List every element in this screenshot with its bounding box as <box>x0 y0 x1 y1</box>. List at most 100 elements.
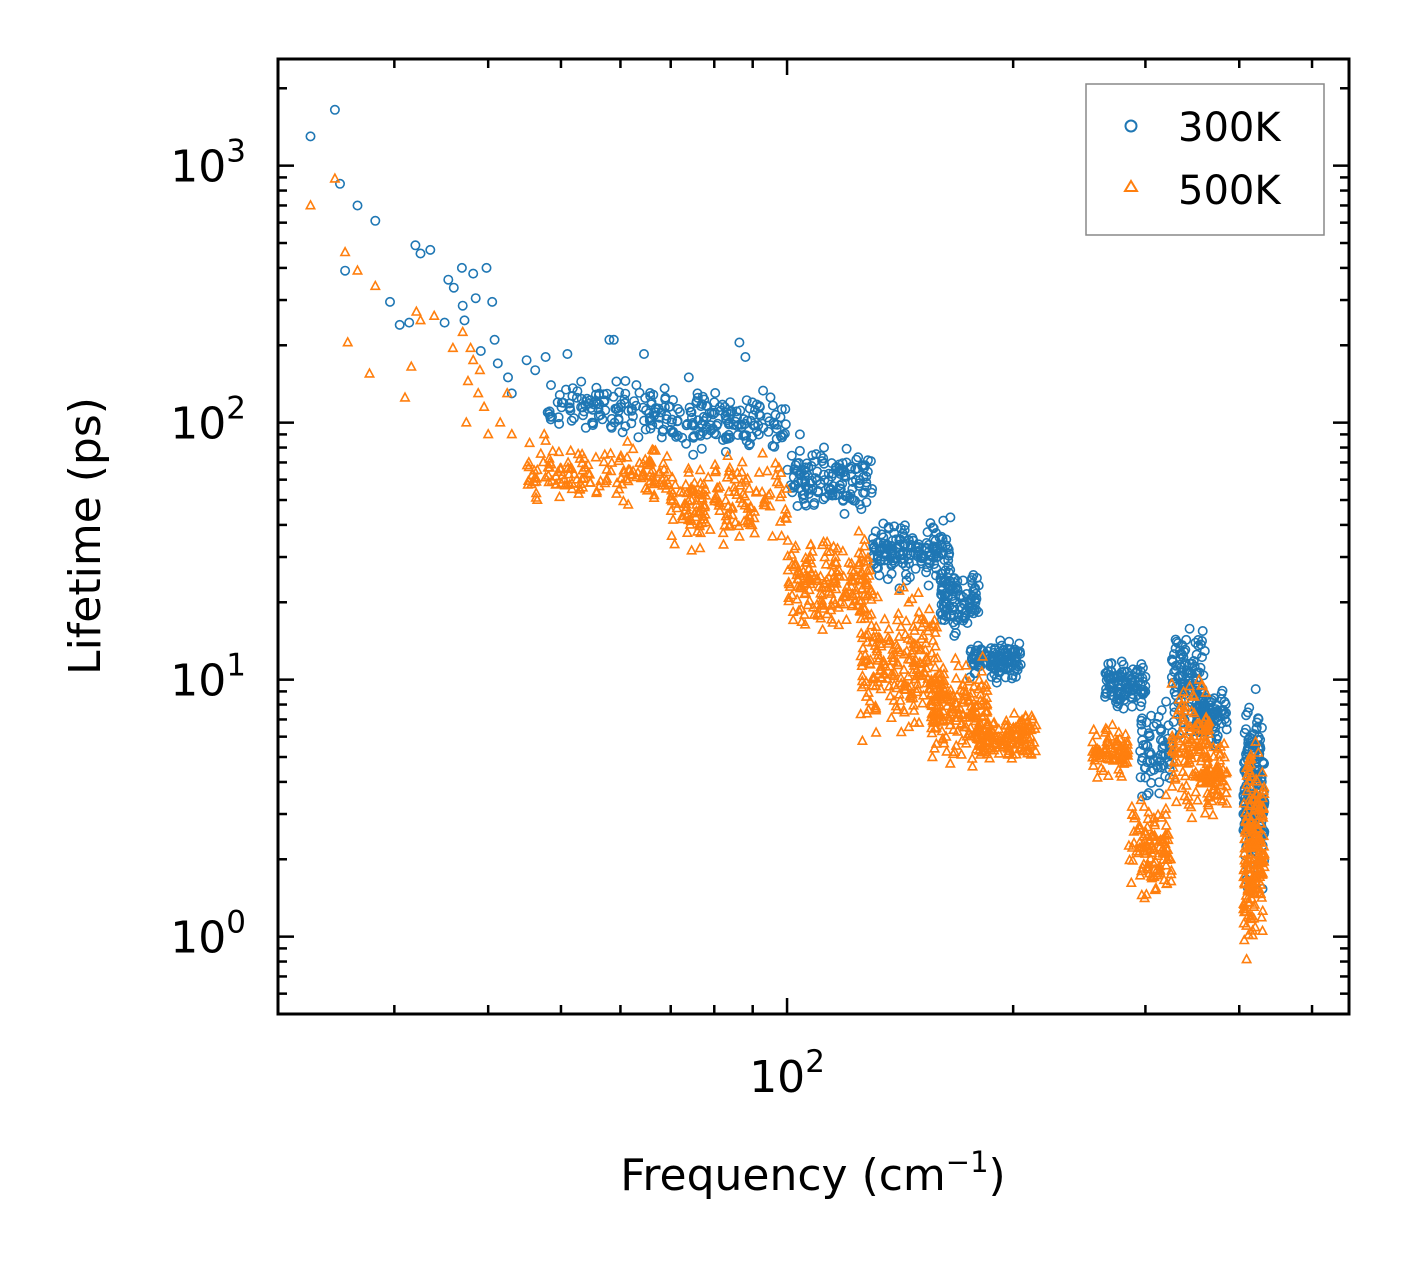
data-point-500K <box>621 451 633 462</box>
data-point-300K <box>962 617 973 628</box>
data-point-300K <box>554 389 565 400</box>
data-point-500K <box>537 456 549 467</box>
data-point-300K <box>1242 744 1253 755</box>
data-point-300K <box>439 317 450 328</box>
data-point-300K <box>740 351 751 362</box>
y-tick-label: 100 <box>170 905 246 964</box>
data-point-300K <box>646 414 657 425</box>
data-point-500K <box>898 706 911 717</box>
data-point-500K <box>846 575 858 586</box>
data-point-500K <box>526 468 538 480</box>
data-point-500K <box>892 658 904 670</box>
legend-marker-300k <box>1124 119 1138 133</box>
data-point-500K <box>981 705 993 716</box>
data-point-300K <box>938 515 949 526</box>
data-point-300K <box>1010 656 1021 667</box>
data-point-300K <box>1140 671 1151 682</box>
data-point-500K <box>689 486 702 497</box>
data-point-300K <box>899 520 910 531</box>
data-point-500K <box>855 708 867 719</box>
data-point-500K <box>833 564 845 575</box>
data-point-500K <box>593 480 605 491</box>
data-point-500K <box>1240 889 1252 900</box>
data-point-500K <box>1168 755 1180 766</box>
data-point-500K <box>618 466 630 477</box>
data-point-500K <box>817 623 829 634</box>
data-point-300K <box>847 483 858 494</box>
data-point-300K <box>639 415 650 426</box>
data-point-500K <box>694 463 706 475</box>
data-point-500K <box>1116 770 1128 781</box>
data-point-300K <box>902 548 913 559</box>
data-point-500K <box>410 305 422 316</box>
data-point-500K <box>883 634 895 646</box>
data-point-500K <box>1200 686 1212 697</box>
data-point-500K <box>695 526 707 538</box>
data-point-300K <box>576 376 587 387</box>
data-point-300K <box>950 627 961 638</box>
data-point-500K <box>862 686 874 697</box>
data-point-500K <box>1246 770 1258 782</box>
data-point-300K <box>894 583 905 594</box>
data-point-300K <box>792 500 803 511</box>
data-point-300K <box>1153 711 1164 722</box>
data-point-500K <box>1184 733 1196 745</box>
data-point-500K <box>1087 735 1099 747</box>
data-point-500K <box>911 638 923 649</box>
data-point-500K <box>846 557 858 568</box>
data-point-300K <box>634 387 645 398</box>
data-point-500K <box>886 648 898 660</box>
data-point-500K <box>1258 780 1270 792</box>
data-point-300K <box>657 426 668 437</box>
data-point-500K <box>873 631 885 642</box>
data-point-300K <box>459 315 470 326</box>
data-point-500K <box>1166 677 1178 688</box>
data-point-500K <box>465 341 477 353</box>
data-point-500K <box>478 400 490 412</box>
data-point-500K <box>938 737 950 748</box>
data-point-300K <box>846 469 857 480</box>
data-point-500K <box>843 556 855 567</box>
data-point-500K <box>803 594 815 605</box>
legend-label-500k: 500K <box>1178 168 1282 214</box>
data-point-500K <box>467 353 479 365</box>
data-point-500K <box>369 279 381 291</box>
data-point-500K <box>993 723 1005 734</box>
data-point-500K <box>897 581 910 592</box>
data-point-500K <box>1181 794 1193 805</box>
data-point-300K <box>667 394 678 405</box>
data-point-300K <box>748 420 759 431</box>
data-point-500K <box>893 630 905 641</box>
data-point-500K <box>1245 782 1257 793</box>
data-point-300K <box>837 478 848 489</box>
data-point-500K <box>811 572 823 584</box>
data-point-500K <box>562 456 574 467</box>
data-point-500K <box>1204 790 1216 801</box>
data-point-300K <box>558 397 569 408</box>
data-point-500K <box>1133 822 1146 833</box>
data-point-500K <box>776 529 788 541</box>
data-point-500K <box>860 579 872 590</box>
data-point-500K <box>522 474 534 486</box>
data-point-500K <box>600 474 612 486</box>
data-point-500K <box>1113 763 1125 774</box>
data-point-500K <box>685 514 697 526</box>
data-point-300K <box>633 432 644 443</box>
data-point-300K <box>1015 659 1026 670</box>
data-point-500K <box>1138 858 1150 869</box>
data-point-300K <box>928 541 939 552</box>
data-point-300K <box>823 468 834 479</box>
data-point-500K <box>984 752 996 763</box>
data-point-500K <box>973 673 985 685</box>
data-point-500K <box>868 671 880 683</box>
data-point-300K <box>487 296 498 307</box>
data-point-500K <box>826 599 838 610</box>
data-point-300K <box>753 420 764 431</box>
data-point-500K <box>649 444 662 455</box>
data-point-500K <box>874 637 887 649</box>
data-point-500K <box>941 693 953 704</box>
data-point-500K <box>1173 735 1185 746</box>
data-point-500K <box>871 645 883 656</box>
data-point-300K <box>1197 635 1208 646</box>
